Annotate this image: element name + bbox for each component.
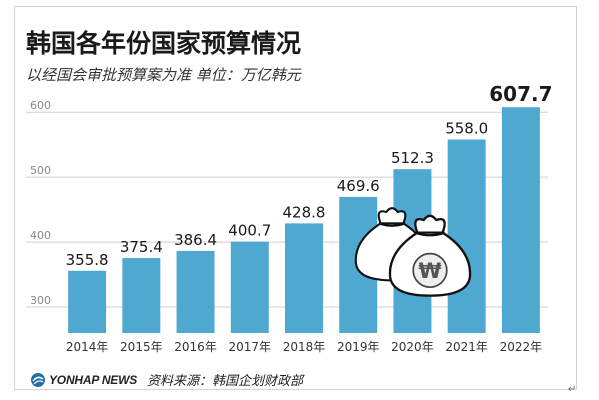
money-bag-tie — [414, 231, 446, 237]
y-tick-labels: 300 400 500 600 — [30, 99, 51, 307]
money-bags-illustration: ₩ — [354, 207, 472, 297]
bar-value-label: 355.8 — [66, 251, 109, 269]
won-symbol: ₩ — [418, 259, 441, 283]
bar — [176, 250, 215, 333]
x-tick-label: 2016年 — [174, 340, 217, 354]
bar — [230, 241, 269, 333]
bar-value-label: 469.6 — [337, 177, 380, 195]
chart-subtitle: 以经国会审批预算案为准 单位：万亿韩元 — [26, 66, 301, 84]
bar — [501, 107, 540, 333]
x-tick-label: 2017年 — [229, 340, 272, 354]
y-tick-label: 600 — [30, 99, 51, 112]
x-tick-label: 2018年 — [283, 340, 326, 354]
bar-value-label: 386.4 — [174, 231, 217, 249]
paragraph-mark: ↵ — [568, 384, 577, 395]
y-tick-label: 400 — [30, 229, 51, 242]
x-tick-label: 2021年 — [445, 340, 488, 354]
bar-value-label: 558.0 — [445, 120, 488, 138]
money-bag-top — [377, 207, 407, 225]
bar — [285, 223, 323, 333]
footer: YONHAP NEWS 资料来源：韩国企划财政部 — [30, 370, 303, 389]
x-tick-label: 2022年 — [500, 340, 543, 354]
y-tick-label: 300 — [30, 294, 51, 307]
bar-value-label: 400.7 — [228, 222, 271, 240]
bar-value-label: 607.7 — [489, 82, 552, 106]
bar — [447, 139, 486, 333]
money-bag-icon: ₩ — [388, 214, 472, 297]
yonhap-globe-icon — [31, 372, 45, 387]
chart-title: 韩国各年份国家预算情况 — [26, 29, 302, 58]
money-bag-tie — [378, 222, 406, 227]
bar — [122, 258, 161, 333]
x-tick-labels: 2014年 2015年 2016年 2017年 2018年 2019年 2020年 2021年… — [66, 340, 542, 354]
yonhap-logo: YONHAP NEWS — [30, 372, 137, 388]
bar — [68, 270, 107, 333]
bar-value-label: 428.8 — [283, 203, 326, 221]
won-coin — [412, 252, 448, 289]
x-tick-label: 2019年 — [337, 340, 380, 354]
source-note: 资料来源：韩国企划财政部 — [147, 374, 304, 389]
x-tick-label: 2015年 — [120, 340, 163, 354]
frame-border — [14, 6, 577, 390]
bar-value-label: 512.3 — [391, 149, 434, 167]
x-tick-label: 2014年 — [66, 340, 109, 354]
money-bag-top — [414, 214, 446, 234]
bar-value-label: 375.4 — [120, 238, 163, 256]
logo-text: YONHAP NEWS — [49, 372, 138, 387]
value-labels: 355.8 375.4 386.4 400.7 428.8 469.6 512.3 558.0… — [66, 82, 553, 269]
x-tick-label: 2020年 — [391, 340, 434, 354]
y-tick-label: 500 — [30, 164, 51, 177]
